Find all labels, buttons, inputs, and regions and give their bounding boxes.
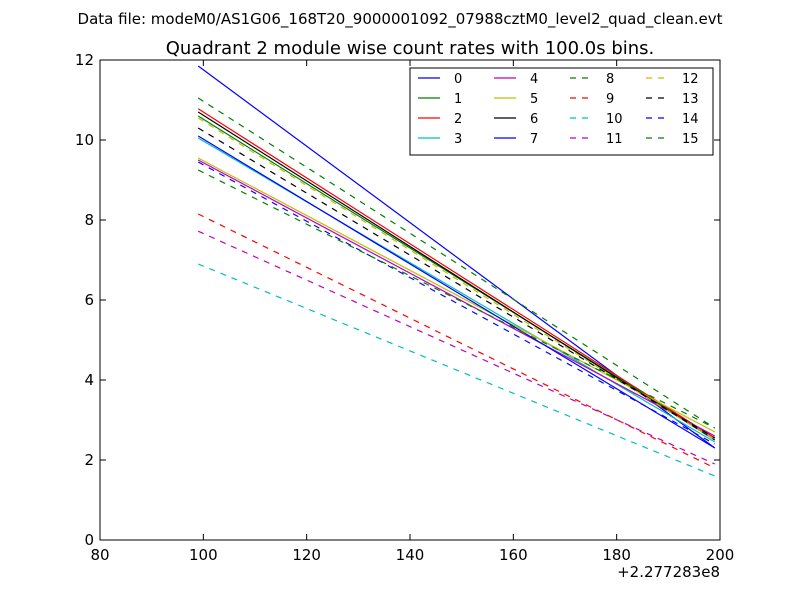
legend-label-3: 3 bbox=[454, 132, 462, 147]
legend-label-15: 15 bbox=[682, 132, 699, 147]
series-line-4 bbox=[197, 159, 716, 437]
x-tick-label: 80 bbox=[90, 546, 109, 564]
legend-label-11: 11 bbox=[606, 132, 623, 147]
series-line-12 bbox=[197, 117, 716, 441]
x-tick-label: 200 bbox=[706, 546, 735, 564]
y-tick-label: 12 bbox=[75, 51, 94, 69]
legend-label-14: 14 bbox=[682, 112, 699, 127]
x-tick-label: 100 bbox=[189, 546, 218, 564]
legend-label-6: 6 bbox=[530, 112, 538, 127]
legend-label-5: 5 bbox=[530, 92, 538, 107]
x-tick-label: 140 bbox=[396, 546, 425, 564]
x-tick-label: 120 bbox=[292, 546, 321, 564]
chart-suptitle: Data file: modeM0/AS1G06_168T20_90000010… bbox=[78, 10, 723, 29]
series-line-2 bbox=[197, 108, 716, 439]
x-offset-label: +2.277283e8 bbox=[617, 563, 720, 581]
series-line-10 bbox=[197, 263, 716, 477]
legend-label-1: 1 bbox=[454, 92, 462, 107]
x-tick-label: 160 bbox=[499, 546, 528, 564]
legend-label-4: 4 bbox=[530, 72, 538, 87]
y-tick-label: 2 bbox=[84, 451, 94, 469]
legend-label-7: 7 bbox=[530, 132, 538, 147]
series-line-7 bbox=[197, 135, 716, 449]
legend-label-2: 2 bbox=[454, 112, 462, 127]
series-line-15 bbox=[197, 169, 716, 429]
y-tick-label: 8 bbox=[84, 211, 94, 229]
legend-label-8: 8 bbox=[606, 72, 614, 87]
series-line-14 bbox=[197, 161, 716, 445]
y-tick-label: 4 bbox=[84, 371, 94, 389]
y-tick-label: 0 bbox=[84, 531, 94, 549]
legend-label-12: 12 bbox=[682, 72, 699, 87]
series-line-11 bbox=[197, 230, 716, 465]
legend-label-10: 10 bbox=[606, 112, 623, 127]
legend-label-9: 9 bbox=[606, 92, 614, 107]
legend-label-0: 0 bbox=[454, 72, 462, 87]
legend-frame bbox=[409, 67, 714, 156]
plot-frame bbox=[99, 59, 721, 541]
series-layer bbox=[197, 65, 716, 477]
series-line-13 bbox=[197, 127, 716, 439]
y-tick-label: 6 bbox=[84, 291, 94, 309]
chart-title: Quadrant 2 module wise count rates with … bbox=[166, 38, 655, 59]
y-tick-label: 10 bbox=[75, 131, 94, 149]
x-tick-label: 180 bbox=[602, 546, 631, 564]
legend-label-13: 13 bbox=[682, 92, 699, 107]
